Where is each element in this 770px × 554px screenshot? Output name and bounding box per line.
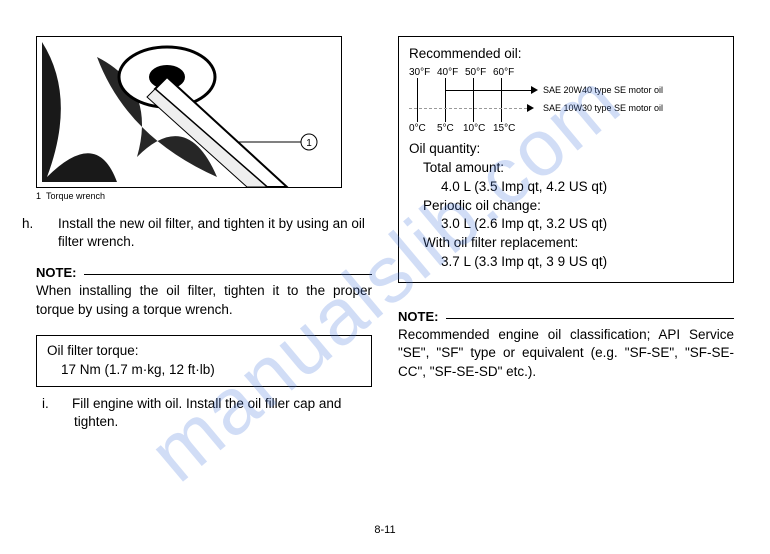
note-body-right: Recommended engine oil classification; A… (398, 326, 734, 381)
figure-caption: 1 Torque wrench (36, 191, 372, 201)
oil-filter-label: With oil filter replacement: (409, 234, 723, 253)
note-label-left: NOTE: (36, 265, 372, 280)
temp-f-1: 40°F (437, 66, 458, 80)
temp-c-2: 10°C (463, 122, 485, 136)
torque-box: Oil filter torque: 17 Nm (1.7 m·kg, 12 f… (36, 335, 372, 387)
step-h-letter: h. (40, 215, 58, 233)
step-i-letter: i. (58, 395, 72, 413)
oil-lower-label: SAE 10W30 type SE motor oil (543, 102, 663, 115)
caption-number: 1 (36, 191, 41, 201)
temp-f-3: 60°F (493, 66, 514, 80)
page-number: 8-11 (374, 524, 395, 536)
step-h: h.Install the new oil filter, and tighte… (36, 215, 372, 251)
figure-illustration: 1 (37, 37, 341, 187)
temp-f-0: 30°F (409, 66, 430, 80)
caption-text: Torque wrench (46, 191, 105, 201)
right-column: Recommended oil: 30°F 40°F 50°F 60°F SAE… (398, 36, 734, 381)
temp-c-3: 15°C (493, 122, 515, 136)
oil-filter-value: 3.7 L (3.3 Imp qt, 3 9 US qt) (409, 253, 723, 272)
torque-box-value: 17 Nm (1.7 m·kg, 12 ft·lb) (47, 361, 361, 380)
oil-periodic-label: Periodic oil change: (409, 197, 723, 216)
note-body-left: When installing the oil filter, tighten … (36, 282, 372, 318)
step-i: i.Fill engine with oil. Install the oil … (36, 395, 372, 431)
temp-c-0: 0°C (409, 122, 426, 136)
svg-text:1: 1 (306, 138, 312, 149)
temp-c-1: 5°C (437, 122, 454, 136)
oil-total-label: Total amount: (409, 159, 723, 178)
step-i-text: Fill engine with oil. Install the oil fi… (72, 396, 341, 429)
oil-total-value: 4.0 L (3.5 Imp qt, 4.2 US qt) (409, 178, 723, 197)
recommended-oil-box: Recommended oil: 30°F 40°F 50°F 60°F SAE… (398, 36, 734, 283)
step-h-text: Install the new oil filter, and tighten … (58, 216, 365, 249)
oil-upper-label: SAE 20W40 type SE motor oil (543, 84, 663, 97)
torque-box-title: Oil filter torque: (47, 342, 361, 361)
recommended-oil-title: Recommended oil: (409, 45, 723, 64)
oil-qty-title: Oil quantity: (409, 140, 723, 159)
oil-temp-chart: 30°F 40°F 50°F 60°F SAE 20W40 type SE mo… (409, 66, 717, 136)
note-label-right: NOTE: (398, 309, 734, 324)
oil-periodic-value: 3.0 L (2.6 Imp qt, 3.2 US qt) (409, 215, 723, 234)
figure-torque-wrench: 1 (36, 36, 342, 188)
left-column: 1 1 Torque wrench h.Install the new oil … (36, 36, 372, 431)
temp-f-2: 50°F (465, 66, 486, 80)
